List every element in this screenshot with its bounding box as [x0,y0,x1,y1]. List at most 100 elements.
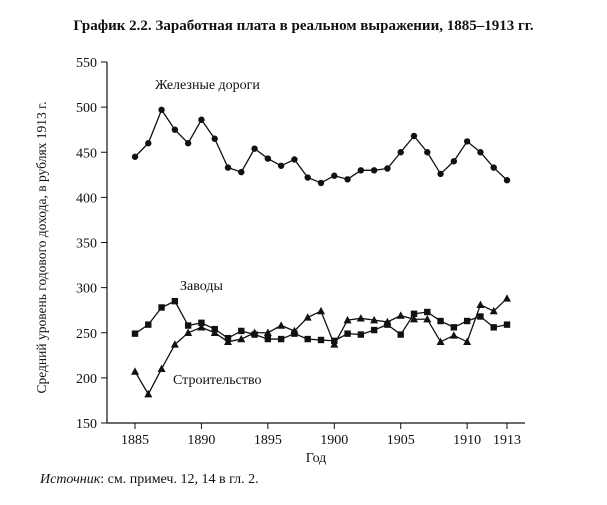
data-point [317,336,325,344]
y-tick-label: 500 [76,101,97,116]
data-point [317,306,325,315]
data-point [424,308,431,316]
data-point [503,177,511,184]
x-tick-label: 1890 [187,433,215,448]
data-point [238,327,245,335]
series-label-construction: Строительство [173,373,261,388]
data-point [410,132,418,140]
data-point [291,156,298,163]
data-point [423,315,432,323]
data-point [489,306,498,315]
x-tick-label: 1885 [121,433,149,448]
data-point [436,337,445,345]
data-point [250,328,259,336]
data-point [450,158,458,165]
data-point [343,315,352,324]
data-point [330,340,339,348]
data-point [477,149,484,156]
data-point [463,337,472,345]
data-point [357,167,365,174]
source-label: Источник [40,472,101,487]
data-point [197,323,206,331]
data-point [131,153,139,160]
data-point [277,321,286,329]
data-point [171,297,179,305]
y-tick-label: 450 [76,146,97,161]
data-point [184,328,193,336]
data-point [145,140,152,147]
data-point [210,328,219,336]
data-point [224,164,232,171]
data-point [131,330,139,337]
chart-axes: 150 200 250 300 350 400 450 500 550 1885 1890 1895 1… [34,56,525,466]
data-point [397,331,404,338]
data-point [383,317,392,326]
x-tick-label: 1913 [493,433,521,448]
data-point [304,335,311,343]
data-point [238,168,245,176]
data-point [356,314,365,322]
data-point [211,135,218,142]
data-point [503,321,511,328]
x-tick-label: 1910 [453,433,481,448]
data-point [396,311,405,319]
data-point [144,389,153,398]
data-point [370,326,378,334]
y-tick-label: 250 [76,327,97,342]
data-point [450,324,458,331]
data-point [437,170,444,178]
y-tick-label: 400 [76,191,97,206]
data-point [251,145,258,152]
data-point [424,149,431,156]
x-tick-label: 1905 [387,433,415,448]
series-label-railways: Железные дороги [155,78,260,93]
chart-title: График 2.2. Заработная плата в реальном … [73,18,534,34]
series-label-factories: Заводы [180,279,223,294]
data-point [304,174,311,181]
y-axis-label: Средний уровень годового дохода, в рубля… [34,101,49,393]
data-point [463,138,471,145]
y-tick-label: 300 [76,282,97,297]
x-tick-label: 1895 [254,433,282,448]
data-point [344,330,351,337]
data-point [277,162,285,169]
data-point [131,367,139,375]
data-point [490,324,497,331]
data-point [158,304,165,311]
data-point [331,172,338,179]
data-point [384,165,391,172]
data-point [449,331,458,339]
data-point [303,313,312,321]
data-point [437,317,444,325]
data-point [370,167,378,174]
data-point [477,313,484,320]
data-point [344,176,351,183]
data-point [184,322,192,329]
data-point [237,334,246,343]
data-point [263,328,272,336]
series-line-railways [134,108,508,184]
x-axis-label: Год [306,451,327,466]
data-point [170,340,179,348]
data-point [463,317,471,325]
chart-series-layer: Железные дороги Заводы Строительство [131,78,511,398]
data-point [224,337,232,345]
data-point [476,300,485,308]
data-point [158,106,165,114]
data-point [410,310,418,317]
source-text: : см. примеч. 12, 14 в гл. 2. [100,472,259,487]
data-point [264,155,272,162]
y-tick-label: 150 [76,417,97,432]
data-point [397,149,404,156]
data-point [157,364,166,373]
data-point [370,315,379,324]
data-point [184,140,192,147]
data-point [198,319,205,327]
y-tick-label: 550 [76,56,97,71]
data-point [264,335,272,343]
source-note: Источник: см. примеч. 12, 14 в гл. 2. [40,472,259,488]
data-point [145,321,152,328]
data-point [198,116,205,123]
data-point [317,179,325,187]
